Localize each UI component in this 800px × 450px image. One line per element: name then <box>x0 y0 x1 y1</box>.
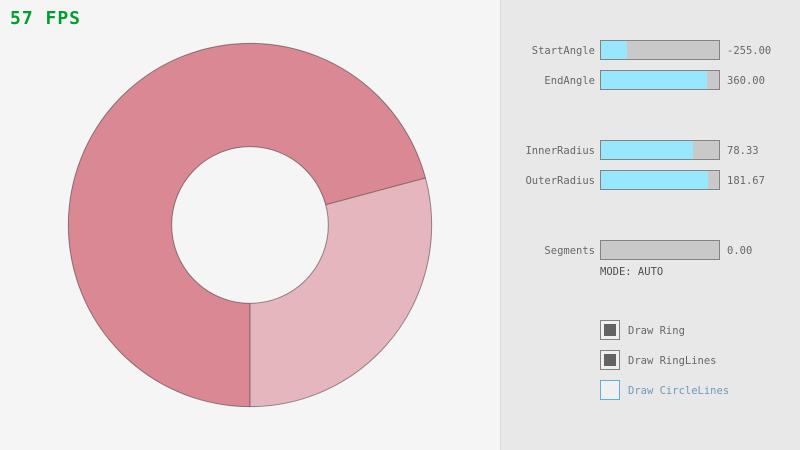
checkmark-square-icon <box>604 324 616 336</box>
slider-row-segments: Segments 0.00 <box>0 240 800 260</box>
fps-counter: 57 FPS <box>10 8 82 29</box>
slider-row-innerradius: InnerRadius 78.33 <box>0 140 800 160</box>
draw-circlelines-label: Draw CircleLines <box>628 385 730 397</box>
slider-row-startangle: StartAngle -255.00 <box>0 40 800 60</box>
startangle-label: StartAngle <box>531 45 595 57</box>
ring-outer-outline <box>67 42 433 408</box>
startangle-slider[interactable] <box>600 40 720 60</box>
draw-ringlines-checkbox[interactable]: Draw RingLines <box>600 350 800 370</box>
draw-ringlines-checkbox-box[interactable] <box>600 350 620 370</box>
endangle-label: EndAngle <box>544 75 595 87</box>
segments-label: Segments <box>544 245 595 257</box>
innerradius-value: 78.33 <box>727 145 759 157</box>
innerradius-slider[interactable] <box>600 140 720 160</box>
slider-row-endangle: EndAngle 360.00 <box>0 70 800 90</box>
draw-circlelines-checkbox-box[interactable] <box>600 380 620 400</box>
draw-ring-checkbox[interactable]: Draw Ring <box>600 320 800 340</box>
draw-ring-checkbox-box[interactable] <box>600 320 620 340</box>
checkmark-square-icon <box>604 354 616 366</box>
ring-single-coverage <box>250 177 432 407</box>
startangle-value: -255.00 <box>727 45 772 57</box>
segments-slider[interactable] <box>600 240 720 260</box>
ring-edge-line <box>325 177 426 206</box>
outerradius-slider[interactable] <box>600 170 720 190</box>
innerradius-label: InnerRadius <box>525 145 595 157</box>
endangle-value: 360.00 <box>727 75 765 87</box>
startangle-slider-fill <box>601 41 627 59</box>
endangle-slider-fill <box>601 71 708 89</box>
outerradius-slider-fill <box>601 171 709 189</box>
endangle-slider[interactable] <box>600 70 720 90</box>
draw-ringlines-label: Draw RingLines <box>628 355 717 367</box>
segments-value: 0.00 <box>727 245 753 257</box>
outerradius-label: OuterRadius <box>525 175 595 187</box>
segments-mode-text: MODE: AUTO <box>600 266 664 278</box>
outerradius-value: 181.67 <box>727 175 765 187</box>
ring-double-coverage <box>68 43 426 407</box>
innerradius-slider-fill <box>601 141 694 159</box>
draw-circlelines-checkbox[interactable]: Draw CircleLines <box>600 380 800 400</box>
ring-inner-outline <box>171 146 329 304</box>
draw-ring-label: Draw Ring <box>628 325 685 337</box>
slider-row-outerradius: OuterRadius 181.67 <box>0 170 800 190</box>
